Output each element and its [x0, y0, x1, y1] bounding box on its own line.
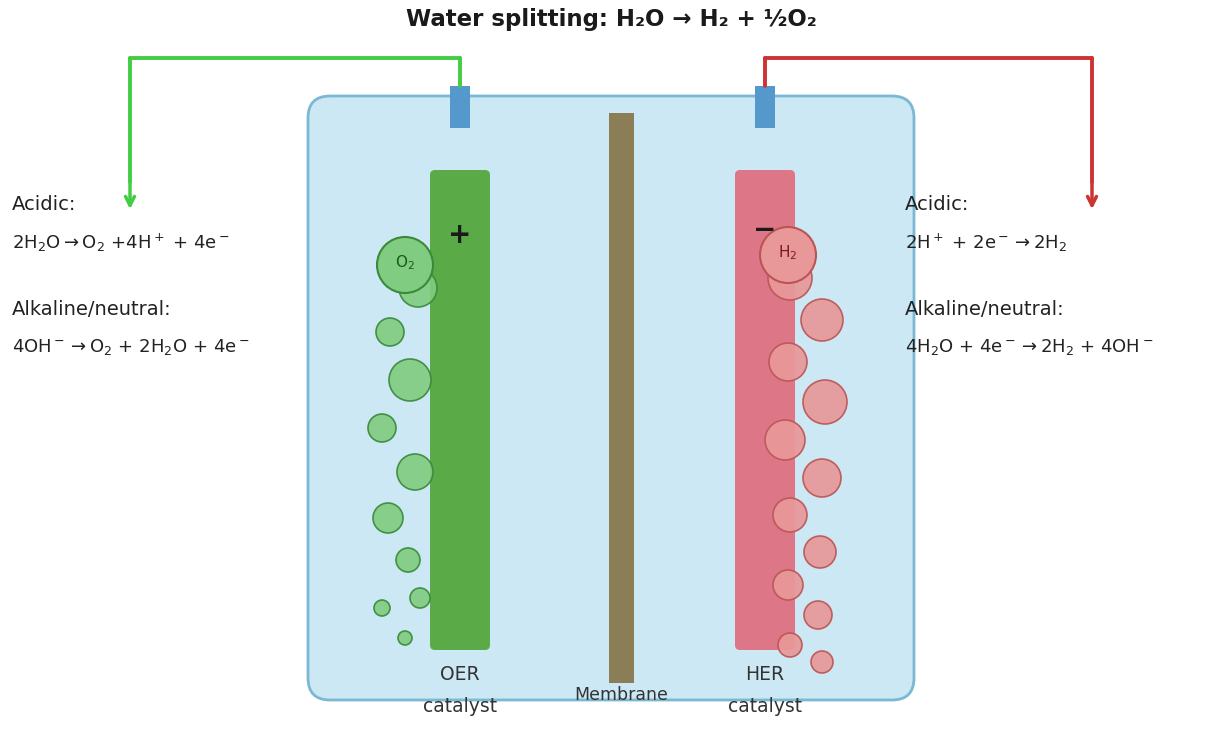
- Text: Alkaline/neutral:: Alkaline/neutral:: [906, 300, 1064, 319]
- Circle shape: [400, 269, 437, 307]
- Text: 4OH$^-$$\rightarrow$O$_2$ + 2H$_2$O + 4e$^-$: 4OH$^-$$\rightarrow$O$_2$ + 2H$_2$O + 4e…: [12, 337, 249, 357]
- Bar: [450, 86, 470, 128]
- Circle shape: [767, 256, 811, 300]
- Circle shape: [373, 503, 403, 533]
- Bar: [755, 86, 775, 128]
- Text: 2H$^+$ + 2e$^-$$\rightarrow$2H$_2$: 2H$^+$ + 2e$^-$$\rightarrow$2H$_2$: [906, 232, 1067, 254]
- Circle shape: [811, 651, 833, 673]
- Text: 4H$_2$O + 4e$^-$$\rightarrow$2H$_2$ + 4OH$^-$: 4H$_2$O + 4e$^-$$\rightarrow$2H$_2$ + 4O…: [906, 337, 1154, 357]
- Circle shape: [765, 420, 805, 460]
- FancyBboxPatch shape: [430, 170, 490, 650]
- Text: Acidic:: Acidic:: [12, 195, 76, 214]
- Circle shape: [389, 359, 431, 401]
- Circle shape: [398, 631, 412, 645]
- Circle shape: [803, 459, 841, 497]
- Text: 2H$_2$O$\rightarrow$O$_2$ +4H$^+$ + 4e$^-$: 2H$_2$O$\rightarrow$O$_2$ +4H$^+$ + 4e$^…: [12, 232, 230, 254]
- Circle shape: [804, 601, 832, 629]
- Circle shape: [800, 299, 843, 341]
- Text: −: −: [754, 216, 777, 244]
- Circle shape: [804, 536, 836, 568]
- Circle shape: [778, 633, 802, 657]
- Circle shape: [411, 588, 430, 608]
- Circle shape: [774, 570, 803, 600]
- Text: Water splitting: H₂O → H₂ + ½O₂: Water splitting: H₂O → H₂ + ½O₂: [406, 8, 816, 31]
- Text: catalyst: catalyst: [728, 697, 802, 716]
- Text: Acidic:: Acidic:: [906, 195, 969, 214]
- Text: +: +: [448, 221, 472, 249]
- FancyBboxPatch shape: [308, 96, 914, 700]
- Circle shape: [774, 498, 807, 532]
- FancyBboxPatch shape: [734, 170, 796, 650]
- Circle shape: [397, 454, 433, 490]
- Circle shape: [769, 343, 807, 381]
- Circle shape: [396, 548, 420, 572]
- Text: Membrane: Membrane: [574, 686, 668, 704]
- Circle shape: [368, 414, 396, 442]
- Text: H$_2$: H$_2$: [778, 244, 798, 262]
- Circle shape: [760, 227, 816, 283]
- Circle shape: [376, 318, 404, 346]
- Text: catalyst: catalyst: [423, 697, 497, 716]
- Text: HER: HER: [745, 665, 785, 684]
- Circle shape: [378, 237, 433, 293]
- Text: OER: OER: [440, 665, 480, 684]
- Text: Alkaline/neutral:: Alkaline/neutral:: [12, 300, 171, 319]
- Circle shape: [374, 600, 390, 616]
- Bar: [609, 113, 634, 683]
- Circle shape: [803, 380, 847, 424]
- Text: O$_2$: O$_2$: [395, 254, 415, 272]
